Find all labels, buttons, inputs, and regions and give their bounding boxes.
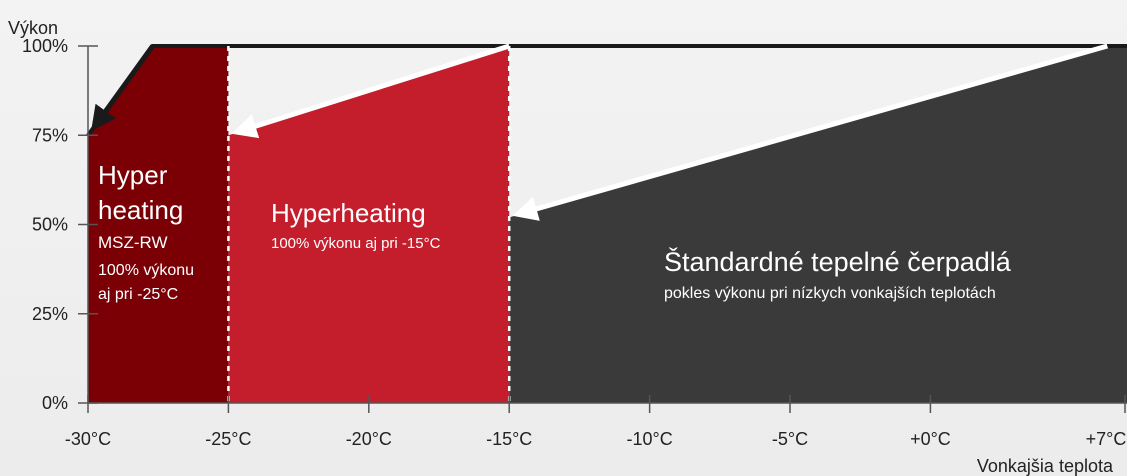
x-tick-label: -5°C — [772, 429, 808, 449]
x-tick-label: -25°C — [205, 429, 251, 449]
y-tick-label: 0% — [42, 393, 68, 413]
axes-layer: 0% 25% 50% 75% 100% -30°C -25°C -20°C -15°C -10°C… — [22, 36, 1127, 449]
hyper-rw-title-2: heating — [98, 195, 183, 225]
hyper-rw-model: MSZ-RW — [98, 233, 168, 252]
arrow-1 — [91, 44, 155, 132]
hyper-rw-desc-2: aj pri -25°C — [98, 286, 178, 303]
x-tick-label: -20°C — [346, 429, 392, 449]
y-tick-label: 50% — [32, 215, 68, 235]
x-tick-label: -10°C — [627, 429, 673, 449]
hyper-rw-title-1: Hyper — [98, 160, 168, 190]
arrows-layer — [91, 43, 1109, 221]
x-tick-label: -15°C — [486, 429, 532, 449]
areas-layer — [86, 44, 1127, 403]
standard-title: Štandardné tepelné čerpadlá — [664, 246, 1012, 277]
y-axis-label: Výkon — [8, 18, 58, 38]
arrow-2 — [231, 43, 510, 139]
hyperheating-title: Hyperheating — [271, 198, 426, 228]
area-hyperheating — [228, 46, 510, 403]
hyperheating-desc: 100% výkonu aj pri -15°C — [271, 235, 441, 252]
y-tick-label: 75% — [32, 125, 68, 145]
y-tick-label: 25% — [32, 304, 68, 324]
area-standard — [509, 46, 1127, 403]
x-tick-label: +7°C — [1086, 429, 1127, 449]
standard-desc: pokles výkonu pri nízkych vonkajších tep… — [664, 285, 996, 302]
hyper-rw-desc-1: 100% výkonu — [98, 262, 194, 279]
x-axis-label: Vonkajšia teplota — [977, 456, 1114, 476]
y-tick-label: 100% — [22, 36, 68, 56]
x-tick-label: -30°C — [65, 429, 111, 449]
x-tick-label: +0°C — [910, 429, 951, 449]
arrow-3 — [512, 43, 1109, 221]
area-hyper-heating-rw — [88, 46, 229, 403]
